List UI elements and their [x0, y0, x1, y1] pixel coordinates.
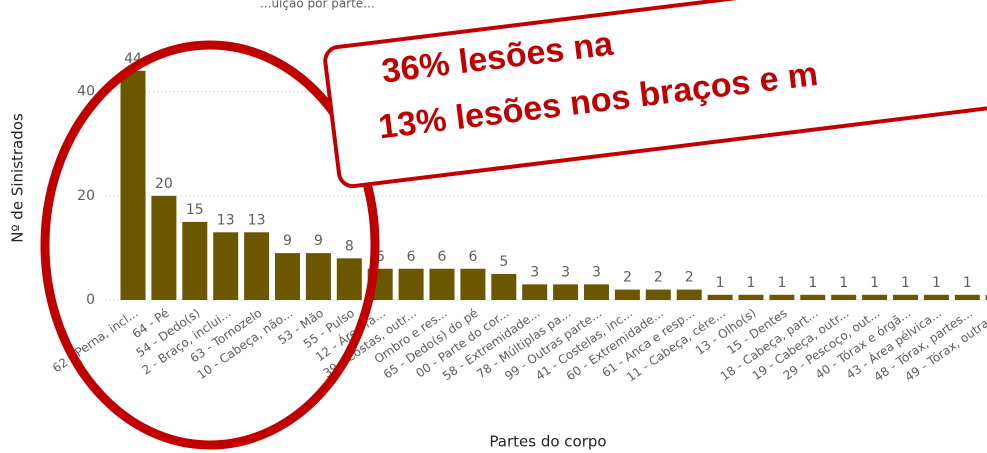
value-label: 1 [839, 275, 848, 291]
value-label: 9 [314, 233, 323, 249]
bar [305, 253, 331, 300]
bar [244, 232, 270, 300]
bar [213, 232, 239, 300]
value-label: 6 [376, 249, 385, 265]
value-label: 1 [747, 275, 756, 291]
bar [954, 294, 980, 300]
bar [491, 273, 517, 300]
bar [151, 195, 177, 300]
y-tick-label: 0 [86, 292, 95, 308]
bar [923, 294, 949, 300]
annotation-box: 36% lesões na 13% lesões nos braços e m [323, 0, 987, 189]
bar [398, 268, 424, 300]
value-label: 3 [530, 264, 539, 280]
bar [676, 289, 702, 300]
value-label: 13 [248, 212, 266, 228]
value-label: 8 [345, 238, 354, 254]
bar [120, 70, 146, 300]
bar [275, 253, 300, 300]
value-label: 1 [901, 275, 910, 291]
value-label: 1 [870, 275, 879, 291]
value-label: 1 [777, 275, 786, 291]
value-label: 1 [808, 275, 817, 291]
value-label: 6 [468, 249, 477, 265]
value-label: 6 [438, 249, 447, 265]
value-label: 3 [561, 264, 570, 280]
highlight-ellipse [40, 40, 380, 450]
x-axis-label: Partes do corpo [489, 433, 606, 451]
bar [645, 289, 671, 300]
value-label: 2 [685, 270, 694, 286]
bar [831, 294, 857, 300]
value-label: 15 [186, 202, 204, 218]
value-label: 1 [932, 275, 941, 291]
annotation-frame [323, 0, 987, 189]
value-label: 9 [283, 233, 292, 249]
value-label: 1 [716, 275, 725, 291]
bar [862, 294, 888, 300]
value-label: 5 [499, 254, 508, 270]
value-label: 6 [407, 249, 416, 265]
value-label: 3 [592, 264, 601, 280]
bar [738, 294, 764, 300]
bar [614, 289, 640, 300]
bar [893, 294, 918, 300]
value-label: 20 [155, 176, 173, 192]
bar [553, 284, 579, 300]
value-label: 2 [623, 270, 632, 286]
value-label: 2 [654, 270, 663, 286]
chart-title: ...uição por parte... [260, 0, 375, 11]
bar [522, 284, 548, 300]
bar [460, 268, 486, 300]
bar [429, 268, 455, 300]
y-axis-label: Nº de Sinistrados [9, 113, 27, 243]
y-tick-label: 20 [77, 188, 95, 204]
bar [584, 284, 609, 300]
bar [985, 294, 987, 300]
bar [707, 294, 733, 300]
bar [336, 258, 362, 300]
bar [769, 294, 795, 300]
bar [182, 221, 208, 300]
y-tick-label: 40 [77, 84, 95, 100]
bar [800, 294, 826, 300]
value-label: 13 [217, 212, 235, 228]
value-label: 1 [963, 275, 972, 291]
